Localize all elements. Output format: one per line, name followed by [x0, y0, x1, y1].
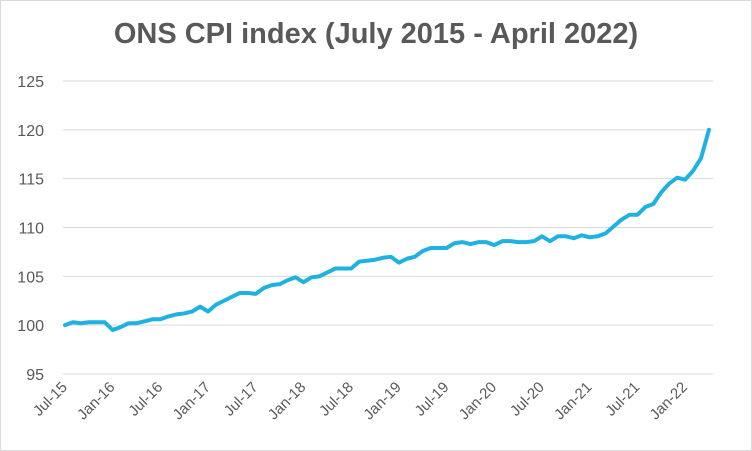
y-tick-label: 105 [17, 269, 44, 286]
x-tick-label: Jan-22 [646, 379, 690, 423]
x-tick-label: Jul-15 [30, 379, 71, 420]
y-tick-label: 95 [26, 367, 44, 384]
x-tick-label: Jan-16 [74, 379, 118, 423]
x-tick-label: Jan-21 [551, 379, 595, 423]
x-tick-label: Jul-21 [602, 379, 643, 420]
x-tick-label: Jul-16 [125, 379, 166, 420]
x-tick-label: Jan-19 [360, 379, 404, 423]
y-tick-label: 120 [17, 123, 44, 140]
x-tick-label: Jan-17 [169, 379, 213, 423]
x-tick-label: Jul-17 [221, 379, 262, 420]
cpi-series-line [63, 127, 711, 333]
gridlines [63, 80, 713, 326]
x-tick-label: Jul-20 [507, 379, 548, 420]
y-axis-ticks: 95 100 105 110 115 120 125 [17, 74, 44, 384]
chart-title: ONS CPI index (July 2015 - April 2022) [113, 18, 639, 50]
x-tick-label: Jan-20 [456, 379, 500, 423]
x-tick-label: Jul-19 [412, 379, 453, 420]
y-tick-label: 110 [18, 221, 44, 238]
y-tick-label: 115 [18, 172, 44, 189]
y-tick-label: 125 [17, 74, 44, 91]
y-tick-label: 100 [17, 318, 44, 335]
x-tick-label: Jan-18 [265, 379, 309, 423]
x-axis-ticks: Jul-15 Jan-16 Jul-16 Jan-17 Jul-17 Jan-18 Jul-… [30, 379, 691, 423]
x-tick-label: Jul-18 [316, 379, 357, 420]
